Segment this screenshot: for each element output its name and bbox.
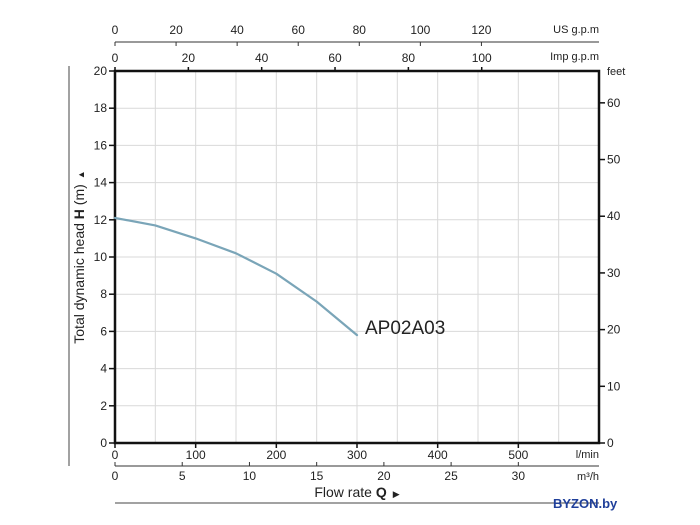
right-axis: feet 0 10 20 30 40 50 60 [599, 66, 625, 450]
grid [115, 71, 599, 443]
watermark: BYZON.by [553, 496, 618, 511]
top-axis-2-tick-label: 120 [471, 23, 491, 37]
series-point [235, 252, 237, 255]
top-axis-2: US g.p.m 0 20 40 60 80 100 120 [112, 23, 599, 46]
top-axis: Imp g.p.m 0 20 40 60 80 100 [112, 51, 599, 71]
top-axis-2-tick-label: 40 [230, 23, 244, 37]
left-axis-tick-label: 6 [100, 324, 107, 338]
top-axis-tick-label: 60 [328, 51, 342, 65]
bottom-axis-2: m³/h 0 5 10 15 20 25 30 [112, 462, 599, 483]
left-axis-tick-label: 12 [94, 213, 108, 227]
bottom-axis-tick-label: 0 [112, 448, 119, 462]
right-axis-tick-label: 30 [607, 266, 621, 280]
top-axis-2-tick-label: 100 [410, 23, 430, 37]
bottom-axis-2-tick-label: 20 [377, 469, 391, 483]
bottom-axis-2-tick-label: 10 [243, 469, 257, 483]
x-axis-title: Flow rate Q ▶ [314, 484, 399, 500]
bottom-axis-2-tick-label: 30 [512, 469, 526, 483]
right-axis-tick-label: 40 [607, 209, 621, 223]
bottom-axis-tick-label: 100 [186, 448, 206, 462]
left-axis-tick-label: 10 [94, 250, 108, 264]
left-axis-tick-label: 2 [100, 399, 107, 413]
top-axis-2-tick-label: 60 [292, 23, 306, 37]
right-axis-tick-label: 50 [607, 153, 621, 167]
bottom-axis-tick-label: 500 [508, 448, 528, 462]
bottom-axis-tick-label: 300 [347, 448, 367, 462]
left-axis-tick-label: 8 [100, 287, 107, 301]
left-axis: 0 2 4 6 8 10 12 14 16 18 20 [94, 64, 115, 450]
bottom-axis-2-tick-label: 25 [444, 469, 458, 483]
series-point [154, 224, 157, 227]
top-axis-unit: Imp g.p.m [550, 51, 599, 63]
bottom-axis-unit: l/min [576, 449, 599, 461]
series-point [315, 300, 318, 303]
bottom-axis-2-tick-label: 15 [310, 469, 324, 483]
left-axis-tick-label: 18 [94, 101, 108, 115]
right-axis-tick-label: 0 [607, 436, 614, 450]
top-axis-2-tick-label: 20 [169, 23, 183, 37]
series-point [356, 334, 358, 336]
left-axis-tick-label: 0 [100, 436, 107, 450]
left-axis-tick-label: 16 [94, 138, 108, 152]
top-axis-tick-label: 80 [402, 51, 416, 65]
top-axis-tick-label: 100 [472, 51, 492, 65]
bottom-axis-2-tick-label: 5 [179, 469, 186, 483]
top-axis-tick-label: 40 [255, 51, 269, 65]
bottom-axis-tick-label: 400 [428, 448, 448, 462]
bottom-axis: l/min 0 100 200 300 400 500 [112, 443, 599, 462]
right-axis-tick-label: 60 [607, 96, 621, 110]
top-axis-2-unit: US g.p.m [553, 24, 599, 36]
series-point [194, 237, 197, 240]
left-axis-tick-label: 14 [94, 176, 108, 190]
right-axis-tick-label: 10 [607, 379, 621, 393]
bottom-axis-2-unit: m³/h [577, 471, 599, 483]
top-axis-tick-label: 0 [112, 51, 119, 65]
series-layer: AP02A03 [113, 216, 445, 339]
bottom-axis-tick-label: 200 [266, 448, 286, 462]
y-axis-title: Total dynamic head H (m)▲ [71, 170, 87, 343]
left-axis-tick-label: 20 [94, 64, 108, 78]
series-point [275, 272, 278, 275]
bottom-axis-2-tick-label: 0 [112, 469, 119, 483]
top-axis-2-tick-label: 0 [112, 23, 119, 37]
right-axis-unit: feet [607, 66, 625, 78]
right-axis-tick-label: 20 [607, 323, 621, 337]
series-label: AP02A03 [365, 318, 445, 339]
left-axis-tick-label: 4 [100, 362, 107, 376]
series-point [114, 217, 116, 219]
top-axis-tick-label: 20 [182, 51, 196, 65]
top-axis-2-tick-label: 80 [353, 23, 367, 37]
